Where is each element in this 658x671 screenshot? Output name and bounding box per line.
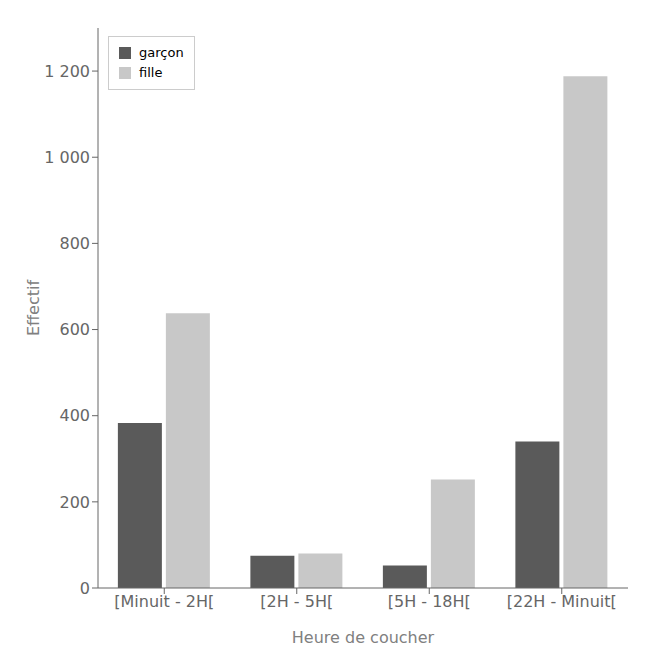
svg-text:1 000: 1 000 [44,148,90,167]
svg-text:600: 600 [59,320,90,339]
svg-text:[5H - 18H[: [5H - 18H[ [388,592,471,611]
svg-text:1 200: 1 200 [44,62,90,81]
svg-text:[22H - Minuit[: [22H - Minuit[ [507,592,617,611]
svg-text:Effectif: Effectif [24,280,43,336]
svg-text:400: 400 [59,406,90,425]
svg-text:Heure de coucher: Heure de coucher [292,628,435,647]
svg-text:0: 0 [80,579,90,598]
svg-text:[Minuit - 2H[: [Minuit - 2H[ [114,592,214,611]
html-text:garçon: garçon [139,45,184,60]
html-text:fille: fille [139,65,163,80]
svg-text:800: 800 [59,234,90,253]
svg-text:200: 200 [59,493,90,512]
svg-text:[2H - 5H[: [2H - 5H[ [260,592,333,611]
